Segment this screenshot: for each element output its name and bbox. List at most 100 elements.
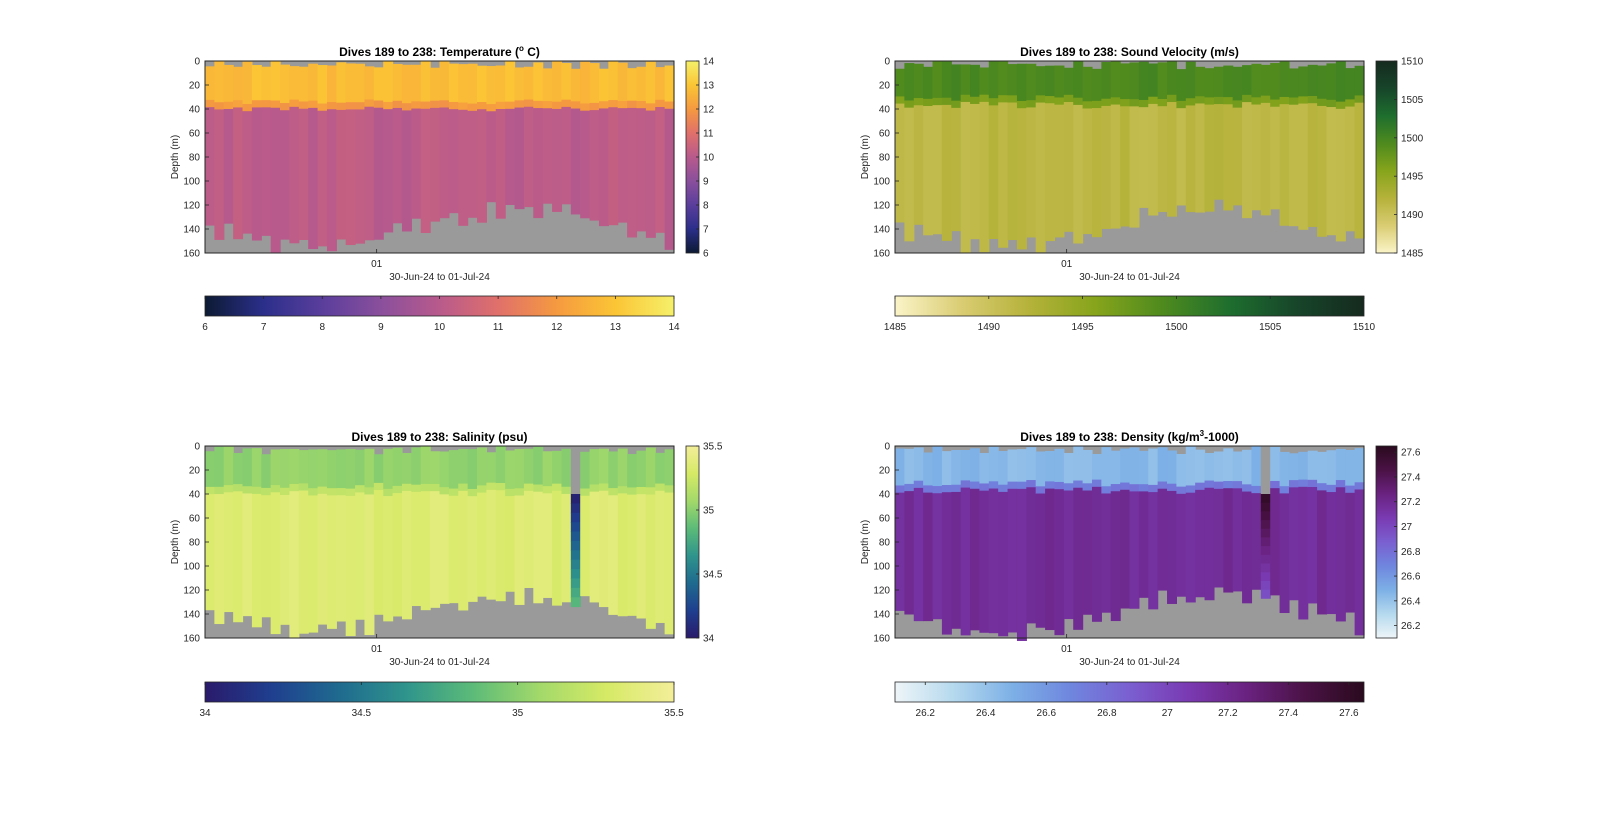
data-cell (280, 64, 291, 104)
data-cell (392, 485, 403, 494)
colorbar-h-tick-label: 1485 (884, 322, 907, 333)
data-cell (598, 490, 609, 608)
data-cell (1354, 448, 1365, 483)
data-cell (205, 107, 215, 226)
y-axis-label: Depth (m) (170, 520, 181, 564)
data-cell (608, 100, 619, 108)
data-cell (308, 63, 319, 102)
data-cell (448, 450, 459, 490)
data-cell (289, 491, 300, 638)
data-cell (636, 66, 647, 102)
data-cell (1195, 66, 1206, 97)
data-cell (1045, 488, 1056, 631)
y-tick-label: 0 (884, 57, 890, 68)
data-cell (1223, 65, 1234, 98)
data-cell (1317, 490, 1328, 615)
data-cell (1185, 446, 1196, 486)
data-cell (580, 110, 591, 219)
y-tick-label: 80 (879, 538, 891, 549)
data-cell (364, 99, 375, 108)
data-cell (477, 485, 487, 494)
data-cell (895, 492, 905, 611)
data-cell (261, 66, 272, 101)
data-cell (448, 101, 459, 110)
data-cell (1204, 104, 1215, 212)
data-cell (1251, 63, 1262, 98)
data-cell (383, 109, 394, 233)
data-cell (1317, 98, 1328, 107)
data-cell (495, 490, 506, 602)
data-cell (364, 494, 375, 636)
data-cell (1232, 66, 1243, 101)
data-cell (533, 446, 544, 486)
data-cell (364, 106, 375, 241)
y-tick-label: 160 (873, 249, 890, 260)
data-cell (233, 452, 244, 485)
data-cell (1007, 95, 1018, 104)
data-cell (317, 110, 328, 247)
data-cell (1326, 63, 1337, 101)
data-cell (904, 107, 915, 242)
data-cell (570, 512, 581, 523)
data-cell (1138, 107, 1149, 208)
y-tick-label: 160 (873, 634, 890, 645)
data-cell (645, 447, 656, 488)
data-cell (570, 587, 581, 598)
data-cell (1288, 453, 1299, 481)
data-cell (373, 100, 384, 109)
data-cell (570, 522, 581, 533)
data-cell (1082, 483, 1093, 492)
data-cell (364, 448, 375, 488)
colorbar-vertical (685, 445, 700, 639)
data-cell (533, 62, 544, 102)
data-cell (589, 484, 600, 493)
data-cell (439, 451, 450, 488)
data-cell (1251, 485, 1262, 494)
data-cell (1073, 480, 1084, 489)
data-cell (1054, 65, 1065, 98)
data-cell (979, 67, 990, 96)
data-cell (242, 103, 253, 112)
data-cell (561, 62, 572, 101)
data-cell (326, 102, 337, 110)
data-cell (608, 495, 619, 615)
data-cell (205, 99, 215, 108)
data-cell (1026, 447, 1037, 481)
data-cell (1195, 103, 1206, 213)
data-cell (214, 494, 225, 625)
data-cell (1307, 95, 1318, 104)
data-cell (580, 488, 591, 497)
data-cell (941, 492, 952, 635)
colorbar-vertical (1375, 445, 1398, 639)
data-cell (317, 449, 328, 488)
data-cell (326, 495, 337, 629)
data-cell (1035, 102, 1046, 253)
data-cell (1195, 482, 1206, 491)
data-cell (979, 101, 990, 253)
data-cell (448, 63, 459, 103)
data-cell (1279, 493, 1290, 614)
data-cell (960, 94, 971, 103)
data-cell (617, 493, 628, 617)
data-cell (326, 488, 337, 496)
data-cell (932, 97, 943, 106)
x-axis-label: 30-Jun-24 to 01-Jul-24 (389, 272, 490, 283)
data-cell (401, 483, 412, 492)
data-cell (570, 494, 581, 504)
data-cell (998, 102, 1009, 248)
data-cell (1195, 96, 1206, 104)
data-cell (280, 110, 291, 240)
data-cell (570, 559, 581, 570)
data-cell (627, 487, 638, 496)
data-cell (261, 495, 272, 618)
data-cell (1101, 486, 1112, 494)
data-cell (242, 486, 253, 494)
data-cell (542, 68, 553, 102)
data-cell (913, 487, 924, 622)
data-cell (988, 105, 999, 240)
data-cell (1317, 451, 1328, 484)
data-cell (1073, 487, 1084, 630)
data-cell (1204, 453, 1215, 482)
colorbar-h-tick-label: 1505 (1259, 322, 1282, 333)
data-cell (411, 484, 422, 493)
